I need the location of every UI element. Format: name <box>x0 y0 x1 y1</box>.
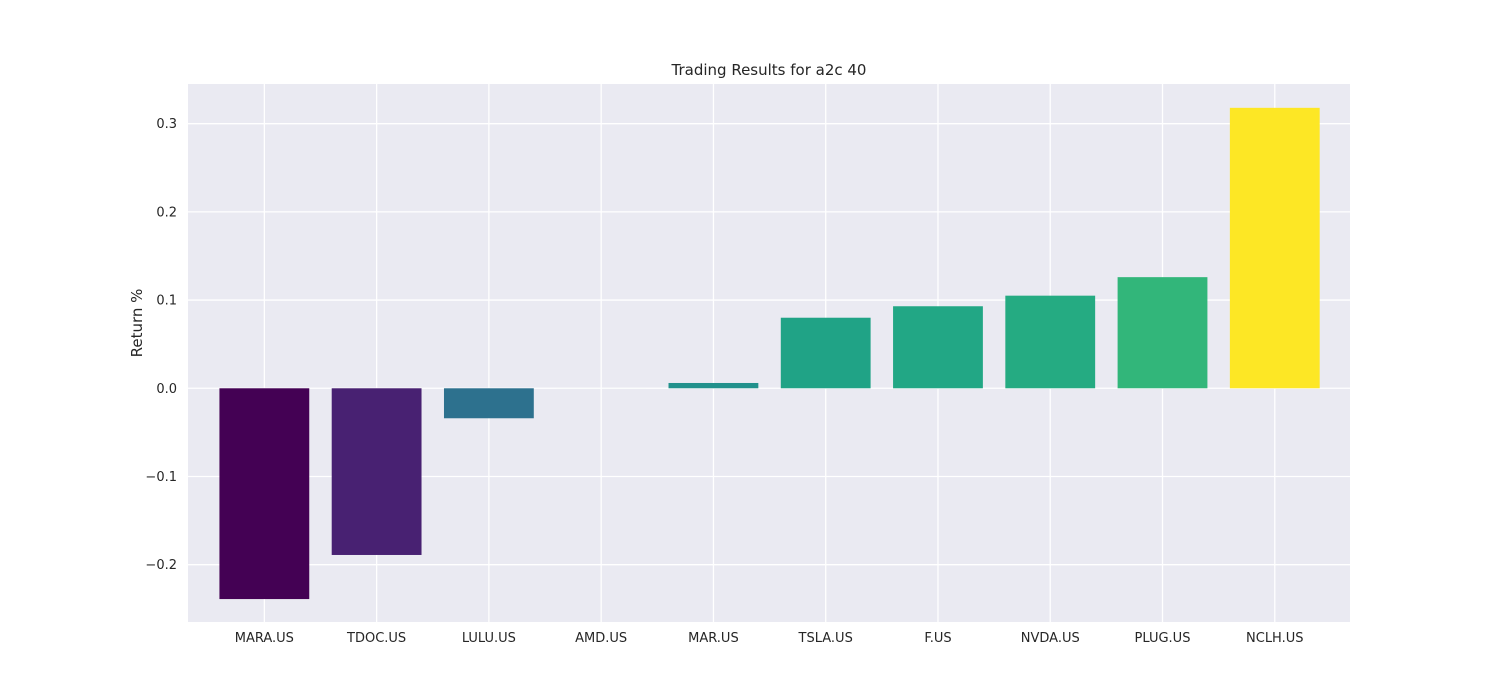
x-tick-label: PLUG.US <box>1135 631 1191 646</box>
x-tick-label: TDOC.US <box>346 631 406 646</box>
y-tick-label: 0.3 <box>156 117 177 132</box>
y-tick-label: −0.1 <box>145 470 177 485</box>
y-tick-label: 0.2 <box>156 205 177 220</box>
chart-title: Trading Results for a2c 40 <box>671 61 867 79</box>
y-tick-label: 0.0 <box>156 382 177 397</box>
bar-plug-us <box>1117 277 1208 389</box>
bar-mara-us <box>219 388 310 600</box>
bar-tsla-us <box>780 317 871 389</box>
y-tick-label: −0.2 <box>145 558 177 573</box>
y-axis-label: Return % <box>128 289 146 358</box>
x-tick-label: TSLA.US <box>798 631 853 646</box>
y-tick-label: 0.1 <box>156 294 177 309</box>
bar-lulu-us <box>443 388 534 419</box>
x-tick-label: NVDA.US <box>1021 631 1080 646</box>
y-tick-labels: −0.2 −0.1 0.0 0.1 0.2 0.3 <box>145 117 177 573</box>
x-tick-label: AMD.US <box>575 631 627 646</box>
x-tick-label: F.US <box>924 631 951 646</box>
x-tick-label: MARA.US <box>235 631 294 646</box>
bar-mar-us <box>668 382 759 389</box>
bar-f-us <box>893 306 983 389</box>
bar-nvda-us <box>1005 295 1096 389</box>
bar-nclh-us <box>1229 107 1320 389</box>
x-tick-label: NCLH.US <box>1246 631 1304 646</box>
x-tick-label: LULU.US <box>462 631 516 646</box>
bar-tdoc-us <box>331 388 422 555</box>
x-tick-label: MAR.US <box>688 631 739 646</box>
x-tick-labels: MARA.US TDOC.US LULU.US AMD.US MAR.US TSLA.US… <box>235 631 1304 646</box>
bars <box>219 107 1320 600</box>
